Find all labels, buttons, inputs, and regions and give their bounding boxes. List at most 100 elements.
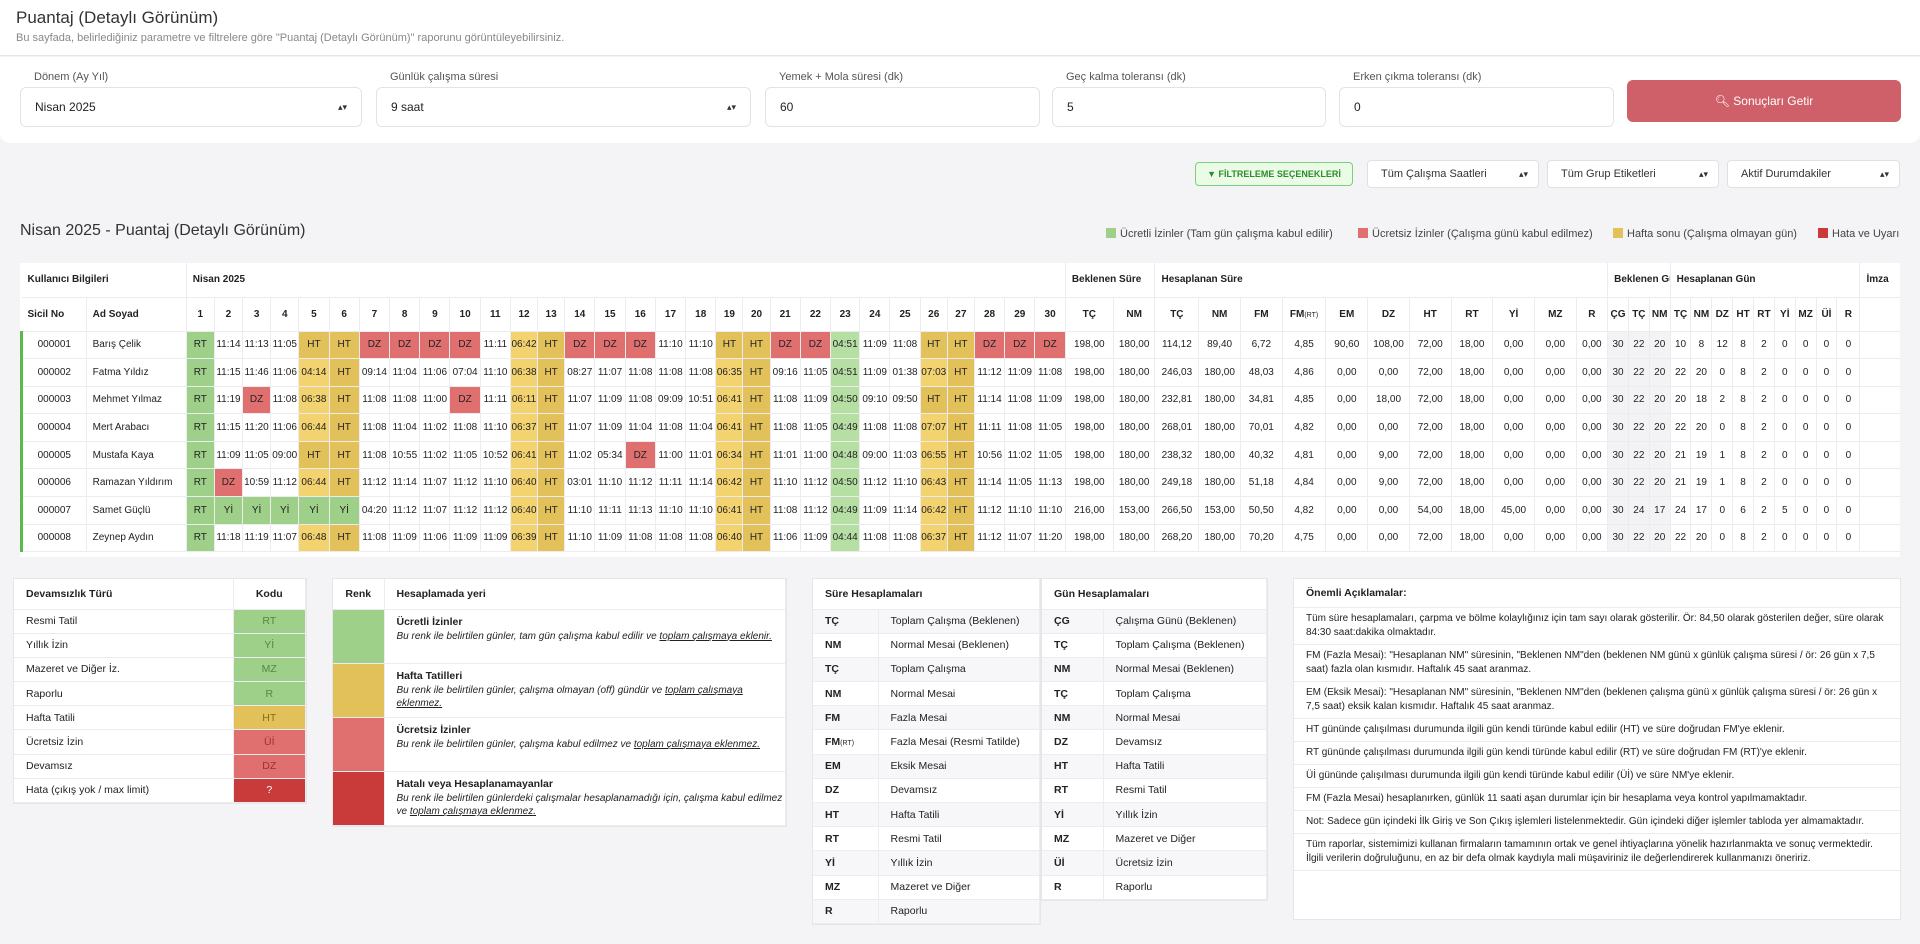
day-cell[interactable]: 11:07: [270, 524, 300, 553]
day-cell[interactable]: 11:12: [800, 468, 832, 498]
day-cell[interactable]: 04:49: [830, 496, 861, 525]
day-cell[interactable]: HT: [537, 524, 566, 553]
day-cell[interactable]: 11:06: [419, 358, 451, 387]
day-cell[interactable]: 07:07: [920, 413, 948, 442]
day-cell[interactable]: 11:08: [1034, 358, 1066, 387]
day-cell[interactable]: 11:09: [214, 441, 244, 470]
day-cell[interactable]: 11:14: [974, 386, 1006, 415]
day-cell[interactable]: 11:12: [974, 496, 1006, 525]
day-cell[interactable]: 11:08: [655, 358, 687, 387]
day-cell[interactable]: 11:10: [1004, 496, 1036, 525]
day-cell[interactable]: 04:48: [830, 441, 861, 470]
day-cell[interactable]: DZ: [800, 331, 832, 360]
day-cell[interactable]: DZ: [242, 386, 272, 415]
table-row[interactable]: 000003 Mehmet Yılmaz RT 11:19 DZ 11:08 06:38 HT…: [20, 386, 1900, 415]
status-filter-select[interactable]: Aktif Durumdakiler ▴▾: [1727, 160, 1900, 188]
day-cell[interactable]: 04:49: [830, 413, 861, 442]
day-cell[interactable]: 11:04: [389, 413, 421, 442]
day-cell[interactable]: 09:09: [655, 386, 687, 415]
table-row[interactable]: 000008 Zeynep Aydın RT 11:18 11:19 11:07 06:48…: [20, 524, 1900, 553]
day-cell[interactable]: 11:00: [419, 386, 451, 415]
day-cell[interactable]: 11:08: [770, 496, 801, 525]
day-cell[interactable]: 11:14: [974, 468, 1006, 498]
day-cell[interactable]: 11:08: [625, 358, 656, 387]
day-cell[interactable]: 10:51: [685, 386, 717, 415]
day-cell[interactable]: 11:04: [625, 413, 656, 442]
day-cell[interactable]: HT: [537, 496, 566, 525]
day-cell[interactable]: HT: [537, 386, 566, 415]
table-row[interactable]: 000006 Ramazan Yıldırım RT DZ 10:59 11:12 06:4…: [20, 468, 1900, 498]
day-cell[interactable]: 11:08: [685, 358, 717, 387]
day-cell[interactable]: HT: [298, 331, 330, 360]
day-cell[interactable]: 11:20: [242, 413, 272, 442]
day-cell[interactable]: DZ: [1004, 331, 1036, 360]
day-cell[interactable]: 04:51: [830, 358, 861, 387]
day-cell[interactable]: RT: [186, 496, 215, 525]
day-cell[interactable]: 11:08: [270, 386, 300, 415]
day-cell[interactable]: 11:08: [625, 386, 656, 415]
day-cell[interactable]: 11:12: [800, 496, 832, 525]
day-cell[interactable]: HT: [537, 441, 566, 470]
day-cell[interactable]: 11:10: [480, 358, 511, 387]
day-cell[interactable]: HT: [742, 524, 771, 553]
day-cell[interactable]: 11:15: [214, 413, 244, 442]
day-cell[interactable]: 06:48: [298, 524, 330, 553]
late-tolerance-input[interactable]: 5: [1052, 87, 1326, 127]
day-cell[interactable]: 11:09: [480, 524, 511, 553]
day-cell[interactable]: 11:10: [655, 331, 687, 360]
day-cell[interactable]: HT: [537, 331, 566, 360]
day-cell[interactable]: HT: [329, 386, 360, 415]
day-cell[interactable]: 06:40: [715, 524, 744, 553]
day-cell[interactable]: DZ: [449, 331, 481, 360]
day-cell[interactable]: 10:59: [242, 468, 272, 498]
day-cell[interactable]: 11:08: [359, 386, 391, 415]
day-cell[interactable]: 11:04: [389, 358, 421, 387]
day-cell[interactable]: 06:41: [715, 413, 744, 442]
table-row[interactable]: 000002 Fatma Yıldız RT 11:15 11:46 11:06 04:14…: [20, 358, 1900, 387]
day-cell[interactable]: 11:11: [974, 413, 1006, 442]
day-cell[interactable]: 11:14: [214, 331, 244, 360]
day-cell[interactable]: Yİ: [214, 496, 244, 525]
day-cell[interactable]: 11:10: [480, 468, 511, 498]
day-cell[interactable]: 11:08: [359, 413, 391, 442]
day-cell[interactable]: 11:05: [800, 413, 832, 442]
day-cell[interactable]: 11:08: [449, 413, 481, 442]
day-cell[interactable]: 11:08: [389, 386, 421, 415]
hours-filter-select[interactable]: Tüm Çalışma Saatleri ▴▾: [1367, 160, 1539, 188]
day-cell[interactable]: HT: [742, 413, 771, 442]
day-cell[interactable]: 11:09: [859, 331, 891, 360]
day-cell[interactable]: HT: [742, 331, 771, 360]
day-cell[interactable]: 09:16: [770, 358, 801, 387]
day-cell[interactable]: 11:12: [270, 468, 300, 498]
day-cell[interactable]: 11:03: [889, 441, 921, 470]
day-cell[interactable]: HT: [742, 441, 771, 470]
day-cell[interactable]: 04:50: [830, 386, 861, 415]
day-cell[interactable]: HT: [947, 331, 975, 360]
table-row[interactable]: 000005 Mustafa Kaya RT 11:09 11:05 09:00 HT HT 1…: [20, 441, 1900, 470]
day-cell[interactable]: 11:06: [419, 524, 451, 553]
day-cell[interactable]: 11:05: [800, 358, 832, 387]
day-cell[interactable]: Yİ: [298, 496, 330, 525]
day-cell[interactable]: 11:00: [800, 441, 832, 470]
day-cell[interactable]: 06:37: [920, 524, 948, 553]
day-cell[interactable]: 01:38: [889, 358, 921, 387]
day-cell[interactable]: HT: [742, 386, 771, 415]
day-cell[interactable]: 11:07: [419, 496, 451, 525]
day-cell[interactable]: 06:40: [510, 496, 539, 525]
day-cell[interactable]: 11:05: [1034, 441, 1066, 470]
day-cell[interactable]: 11:07: [564, 413, 596, 442]
day-cell[interactable]: 11:08: [655, 413, 687, 442]
day-cell[interactable]: 11:10: [594, 468, 626, 498]
day-cell[interactable]: 11:01: [685, 441, 717, 470]
day-cell[interactable]: 11:09: [859, 496, 891, 525]
day-cell[interactable]: 06:41: [715, 386, 744, 415]
day-cell[interactable]: 11:05: [449, 441, 481, 470]
day-cell[interactable]: 06:55: [920, 441, 948, 470]
day-cell[interactable]: RT: [186, 441, 215, 470]
day-cell[interactable]: HT: [947, 386, 975, 415]
day-cell[interactable]: RT: [186, 358, 215, 387]
day-cell[interactable]: 11:10: [1034, 496, 1066, 525]
day-cell[interactable]: HT: [947, 468, 975, 498]
day-cell[interactable]: 11:13: [242, 331, 272, 360]
day-cell[interactable]: 11:07: [594, 358, 626, 387]
